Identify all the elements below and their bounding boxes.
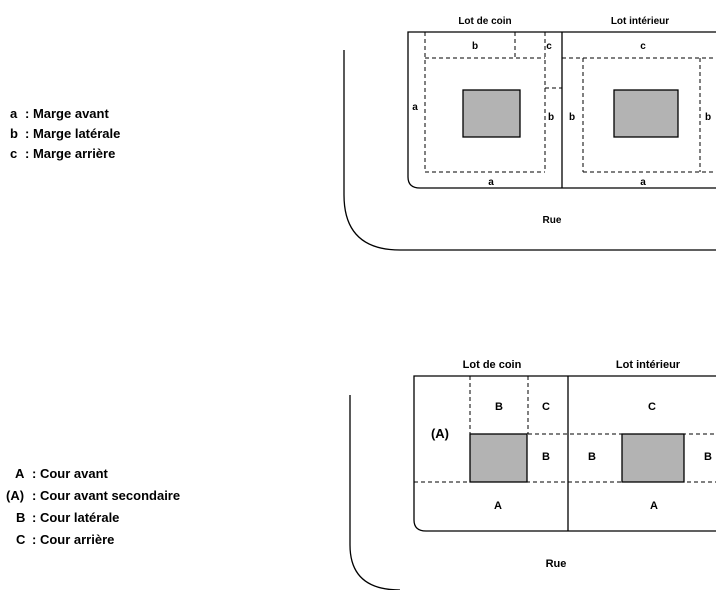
lot-outline-top xyxy=(407,31,716,189)
label-C-top-corner: C xyxy=(542,401,550,413)
label-b-right-interior: b xyxy=(705,112,711,123)
house-corner-top xyxy=(462,89,521,138)
house-interior-top xyxy=(613,89,679,138)
house-corner-bottom xyxy=(469,433,528,483)
label-b-right-corner: b xyxy=(548,112,554,123)
label-b-top: b xyxy=(472,41,478,52)
lot-outline-bottom xyxy=(413,375,716,532)
legend-text-cour-avant-secondaire: : Cour avant secondaire xyxy=(32,488,180,503)
margins-plan: Lot de coin Lot intérieur b c c a b b b … xyxy=(343,16,716,251)
street-curb-bottom xyxy=(349,395,401,590)
label-B-left-interior: B xyxy=(588,451,596,463)
legend-key-C: C xyxy=(16,532,26,547)
label-B-right-interior: B xyxy=(704,451,712,463)
label-A-bottom-corner: A xyxy=(494,500,502,512)
street-label-bottom: Rue xyxy=(546,558,567,570)
lot-interior-label-bottom: Lot intérieur xyxy=(616,359,681,371)
label-B-top-corner: B xyxy=(495,401,503,413)
street-curb-top xyxy=(343,50,716,251)
legend-text-cour-arriere: : Cour arrière xyxy=(32,532,114,547)
label-B-right-corner: B xyxy=(542,451,550,463)
label-a-bottom-corner: a xyxy=(488,177,494,188)
legend-text-marge-laterale: : Marge latérale xyxy=(25,126,120,141)
label-a-bottom-interior: a xyxy=(640,177,646,188)
legend-key-A-secondary: (A) xyxy=(6,488,24,503)
legend-text-cour-avant: : Cour avant xyxy=(32,466,109,481)
lot-corner-label-top: Lot de coin xyxy=(458,16,511,27)
margins-legend: a : Marge avant b : Marge latérale c : M… xyxy=(10,106,120,161)
legend-key-b: b xyxy=(10,126,18,141)
legend-text-marge-arriere: : Marge arrière xyxy=(25,146,115,161)
label-c-corner: c xyxy=(546,41,552,52)
legend-text-cour-laterale: : Cour latérale xyxy=(32,510,119,525)
label-c-interior: c xyxy=(640,41,646,52)
house-interior-bottom xyxy=(621,433,685,483)
legend-key-B: B xyxy=(16,510,25,525)
lot-interior-label-top: Lot intérieur xyxy=(611,16,669,27)
legend-text-marge-avant: : Marge avant xyxy=(25,106,109,121)
label-b-left-interior: b xyxy=(569,112,575,123)
legend-key-c: c xyxy=(10,146,17,161)
legend-key-A: A xyxy=(15,466,25,481)
label-a-left: a xyxy=(412,102,418,113)
street-label-top: Rue xyxy=(543,215,562,226)
lot-corner-label-bottom: Lot de coin xyxy=(463,359,522,371)
label-A-secondary: (A) xyxy=(431,426,449,441)
label-C-top-interior: C xyxy=(648,401,656,413)
label-A-bottom-interior: A xyxy=(650,500,658,512)
yards-plan: Lot de coin Lot intérieur B C C (A) B B … xyxy=(349,359,716,590)
legend-key-a: a xyxy=(10,106,18,121)
yards-legend: A : Cour avant (A) : Cour avant secondai… xyxy=(6,466,180,547)
